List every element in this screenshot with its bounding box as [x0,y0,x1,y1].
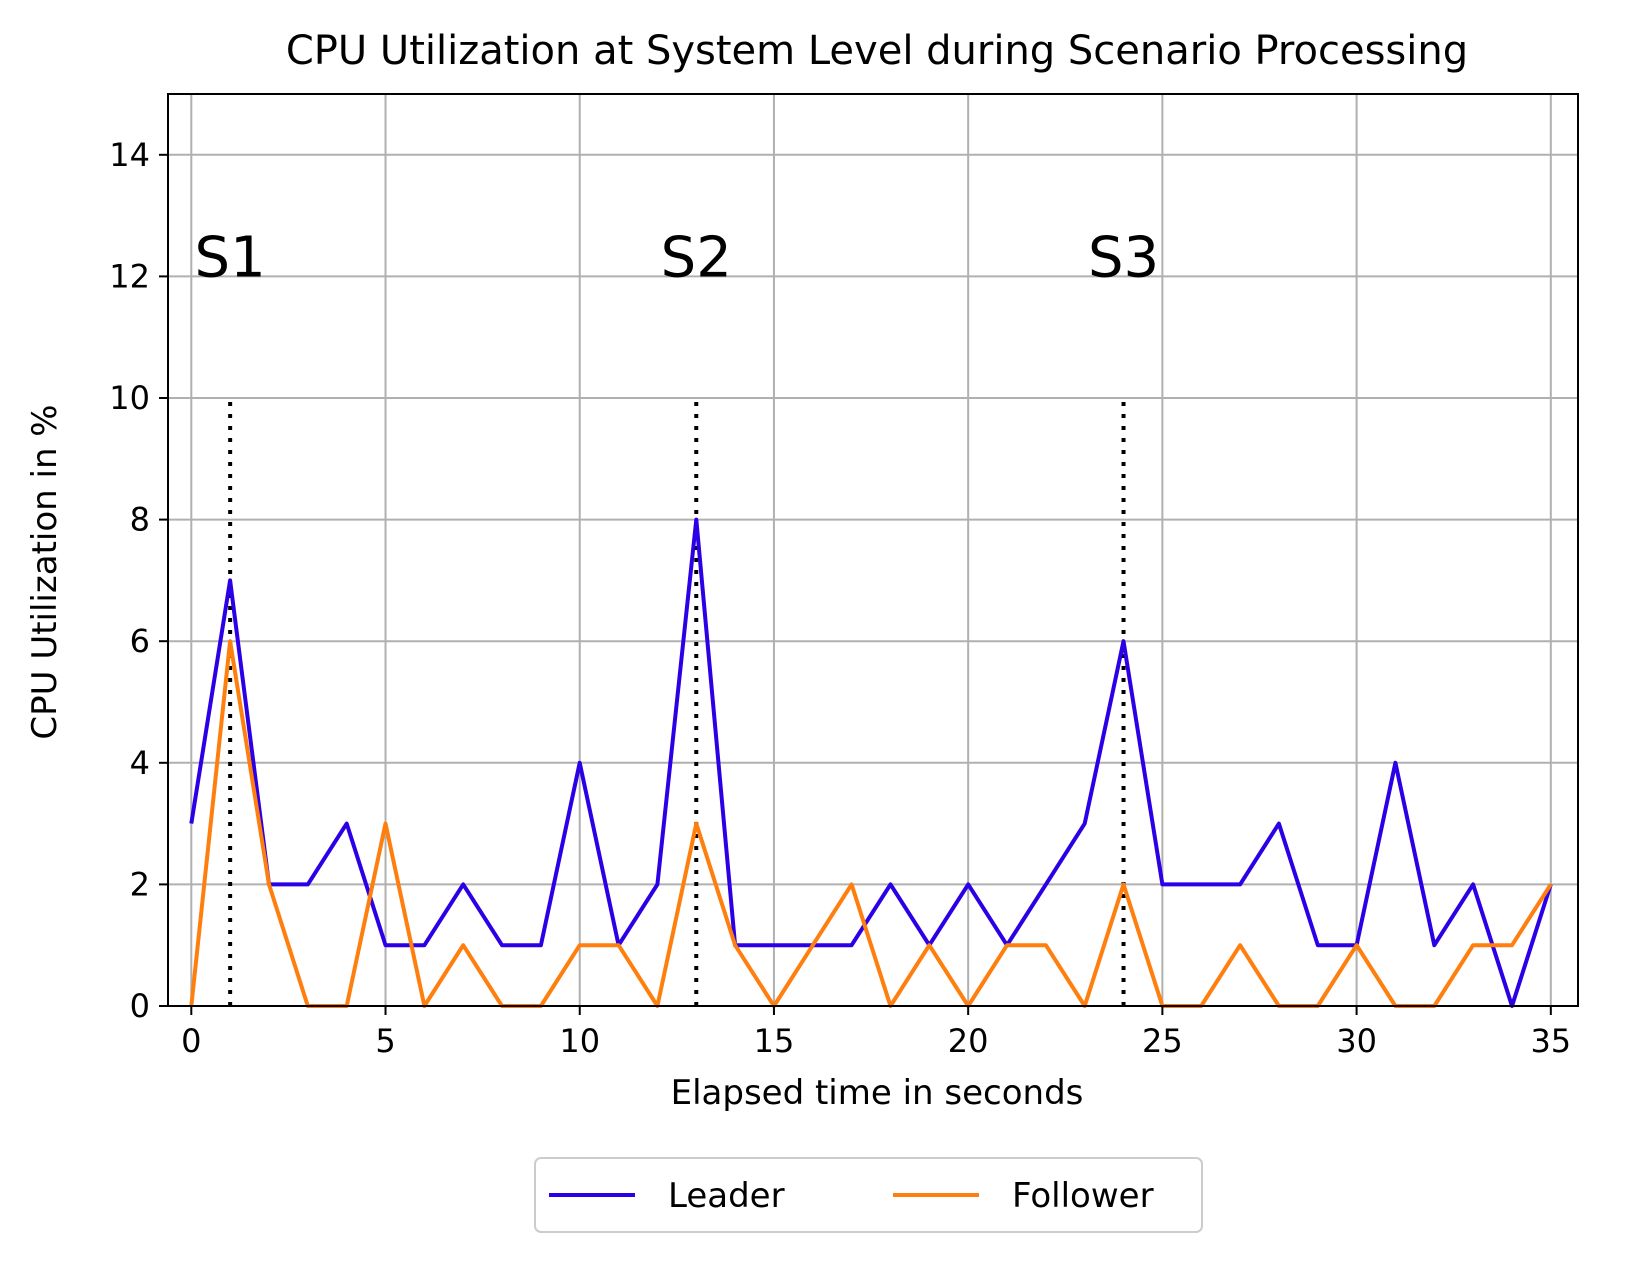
y-tick-label: 14 [109,136,150,174]
x-tick-label: 5 [375,1022,395,1060]
x-tick-label: 20 [948,1022,989,1060]
x-tick-label: 35 [1530,1022,1571,1060]
scenario-marker-label: S3 [1088,225,1159,290]
scenario-marker-label: S2 [661,225,732,290]
chart-title: CPU Utilization at System Level during S… [286,28,1468,74]
y-tick-label: 6 [130,622,150,660]
x-tick-label: 30 [1336,1022,1377,1060]
legend: Leader Follower [534,1157,1203,1233]
y-tick-label: 4 [130,744,150,782]
x-axis-label: Elapsed time in seconds [671,1073,1084,1113]
x-tick-label: 15 [754,1022,795,1060]
y-axis-ticks: 0 2 4 6 8 10 12 14 [109,136,168,1025]
y-tick-label: 0 [130,987,150,1025]
x-axis-ticks: 0 5 10 15 20 25 30 35 [181,1006,1571,1060]
plot-area-frame [167,93,1579,1007]
y-tick-label: 2 [130,865,150,903]
y-tick-label: 10 [109,379,150,417]
x-tick-label: 0 [181,1022,201,1060]
legend-label-leader: Leader [668,1176,785,1216]
y-tick-label: 12 [109,257,150,295]
grid-lines [168,94,1578,1007]
y-tick-label: 8 [130,501,150,539]
series-line-follower [189,639,1553,1008]
x-tick-label: 25 [1142,1022,1183,1060]
scenario-marker-label: S1 [195,225,266,290]
x-tick-label: 10 [559,1022,600,1060]
y-axis-label: CPU Utilization in % [25,404,65,739]
scenario-markers: S1 S2 S3 [195,225,1159,1006]
series-line-leader [189,517,1553,1008]
legend-box [534,1157,1203,1233]
legend-label-follower: Follower [1012,1176,1154,1216]
series-lines [189,517,1553,1008]
